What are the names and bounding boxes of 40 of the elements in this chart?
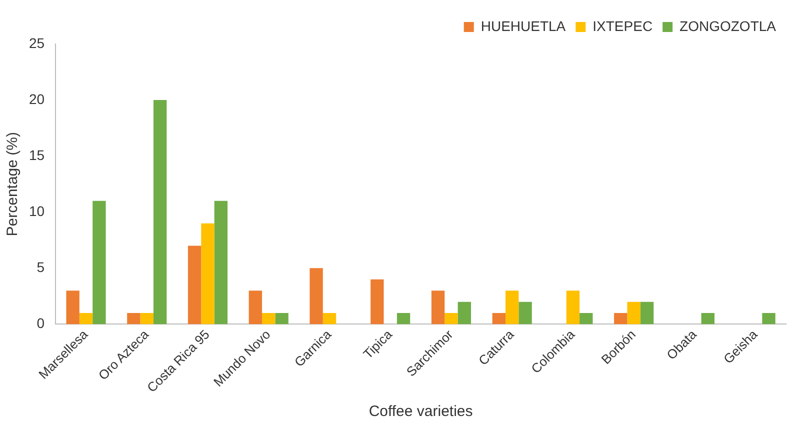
bar (505, 290, 519, 324)
y-tick-label: 20 (28, 90, 45, 107)
bar (627, 302, 640, 324)
bar (431, 290, 445, 324)
bar (370, 279, 384, 324)
bar (322, 313, 336, 324)
bar (248, 290, 262, 324)
bar (275, 313, 288, 324)
bar (701, 313, 714, 324)
bar (580, 313, 593, 324)
legend-label: HUEHUETLA (480, 18, 566, 34)
bar (762, 313, 776, 324)
bar (458, 302, 472, 324)
bar (310, 268, 323, 324)
y-tick-label: 25 (28, 34, 45, 51)
y-tick-label: 10 (28, 203, 45, 219)
y-tick-label: 15 (28, 146, 45, 163)
bar (566, 290, 580, 324)
bar (92, 200, 106, 324)
legend-label: ZONGOZOTLA (680, 18, 777, 34)
y-tick-label: 5 (36, 259, 45, 276)
bar (153, 100, 167, 324)
bar (614, 313, 628, 324)
bar (214, 200, 228, 324)
bar (492, 313, 506, 324)
bar (518, 302, 532, 324)
legend-label: IXTEPEC (592, 18, 653, 34)
bar (201, 223, 214, 324)
x-axis-title: Coffee varieties (368, 403, 473, 420)
bar (127, 313, 140, 324)
bar (396, 313, 410, 324)
bar (262, 313, 276, 324)
bar (79, 313, 93, 324)
bar (140, 313, 154, 324)
bar (66, 290, 80, 324)
bar (640, 302, 654, 324)
y-axis-title: Percentage (%) (4, 132, 22, 236)
bar (188, 246, 202, 324)
y-tick-label: 0 (36, 315, 45, 332)
bar (444, 313, 458, 324)
